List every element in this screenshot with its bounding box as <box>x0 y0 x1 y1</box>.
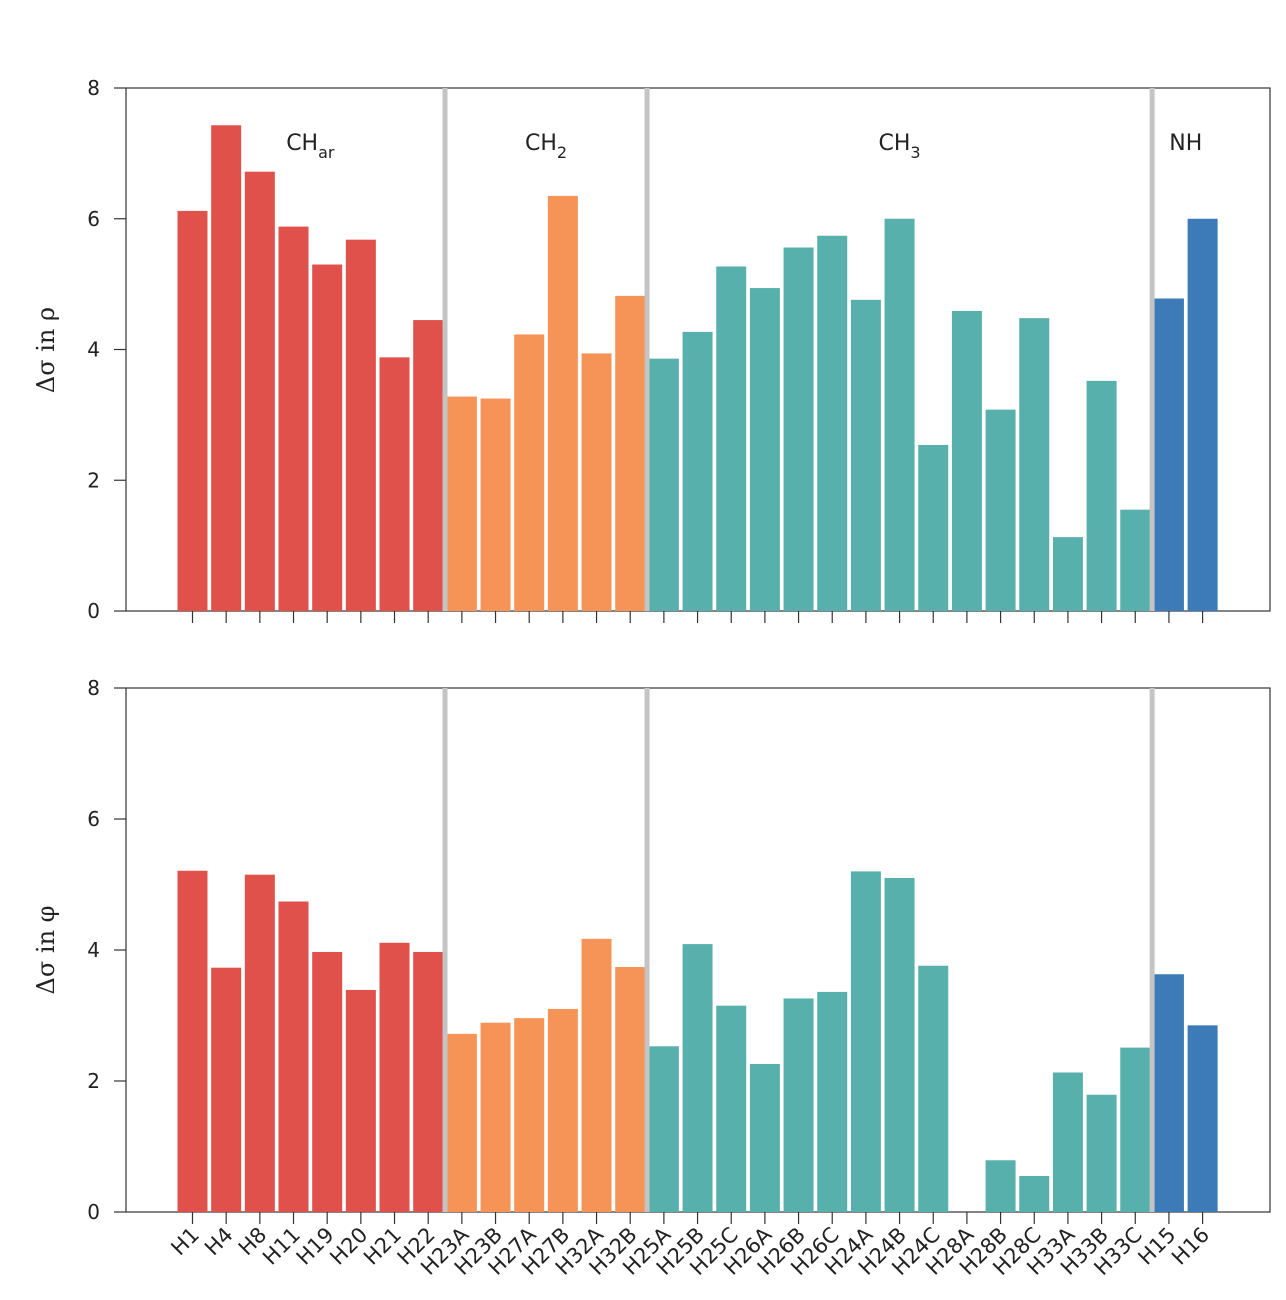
y-tick-label: 0 <box>87 599 100 623</box>
group-label: CHar <box>286 131 335 162</box>
bar-H22 <box>413 951 444 1212</box>
bar-H23A <box>446 396 477 611</box>
bar-H26C <box>817 991 848 1212</box>
bar-H25A <box>648 358 679 611</box>
y-tick-label: 0 <box>87 1200 100 1224</box>
bar-H21 <box>379 942 410 1212</box>
bar-H27B <box>547 195 578 611</box>
bar-H8 <box>244 171 275 611</box>
bar-H1 <box>177 210 208 611</box>
bar-H28B <box>985 409 1016 611</box>
bar-H28C <box>1019 1175 1050 1212</box>
bar-H27A <box>514 334 545 611</box>
y-tick-label: 4 <box>87 338 100 362</box>
bar-H25B <box>682 944 713 1212</box>
bar-H11 <box>278 226 309 611</box>
bar-H24A <box>850 299 881 611</box>
bar-H26C <box>817 235 848 611</box>
category-label-H16: H16 <box>1167 1223 1214 1270</box>
bar-H25C <box>716 266 747 611</box>
bar-H16 <box>1187 1025 1218 1212</box>
bar-H26A <box>749 1063 780 1212</box>
group-label: CH3 <box>879 131 921 162</box>
bar-H27B <box>547 1008 578 1212</box>
bar-H15 <box>1153 974 1184 1212</box>
bar-H24C <box>918 444 949 611</box>
bar-H25A <box>648 1046 679 1212</box>
bar-H28B <box>985 1160 1016 1212</box>
bar-H26B <box>783 247 814 611</box>
bar-H25B <box>682 331 713 611</box>
y-tick-label: 2 <box>87 1069 100 1093</box>
group-label: NH <box>1169 131 1202 156</box>
bar-H28C <box>1019 318 1050 611</box>
bar-H32A <box>581 353 612 611</box>
bar-H11 <box>278 901 309 1212</box>
bar-H24B <box>884 218 915 611</box>
bar-H23A <box>446 1033 477 1212</box>
bar-H33B <box>1086 1094 1117 1212</box>
bar-H20 <box>345 989 376 1212</box>
bar-H28A <box>951 310 982 611</box>
bar-H27A <box>514 1018 545 1212</box>
bar-H1 <box>177 870 208 1212</box>
bar-H21 <box>379 357 410 611</box>
y-axis-label: Δσ in ρ <box>32 307 60 393</box>
y-axis-label: Δσ in φ <box>32 906 60 995</box>
bar-H20 <box>345 239 376 612</box>
bar-H26B <box>783 998 814 1212</box>
y-tick-label: 8 <box>87 676 100 700</box>
category-label-H4: H4 <box>200 1223 238 1261</box>
bar-H32B <box>615 967 646 1212</box>
bar-H24A <box>850 871 881 1212</box>
bar-H8 <box>244 874 275 1212</box>
category-label-H1: H1 <box>166 1223 204 1261</box>
bar-H26A <box>749 288 780 611</box>
bar-H23B <box>480 1022 511 1212</box>
bar-H4 <box>211 125 242 611</box>
y-tick-label: 2 <box>87 468 100 492</box>
bar-H15 <box>1153 298 1184 611</box>
bar-H32A <box>581 938 612 1212</box>
bar-H24C <box>918 965 949 1212</box>
bar-H33C <box>1120 509 1151 611</box>
bar-H23B <box>480 398 511 611</box>
bar-H16 <box>1187 218 1218 611</box>
bar-H33A <box>1052 1072 1083 1212</box>
bar-H25C <box>716 1005 747 1212</box>
y-tick-label: 6 <box>87 807 100 831</box>
bar-H32B <box>615 295 646 611</box>
panel-top: 0 2 4 6 8 Δσ in ρ CHar CH2 CH3 NH <box>32 76 1271 623</box>
bar-H33B <box>1086 380 1117 611</box>
bar-H33C <box>1120 1047 1151 1212</box>
bar-H24B <box>884 877 915 1212</box>
bar-H19 <box>312 951 343 1212</box>
bar-H4 <box>211 967 242 1212</box>
bar-H19 <box>312 264 343 611</box>
group-label: CH2 <box>525 131 567 162</box>
bar-H33A <box>1052 537 1083 611</box>
y-tick-label: 8 <box>87 76 100 100</box>
y-tick-label: 6 <box>87 207 100 231</box>
y-tick-label: 4 <box>87 938 100 962</box>
bar-H22 <box>413 320 444 611</box>
